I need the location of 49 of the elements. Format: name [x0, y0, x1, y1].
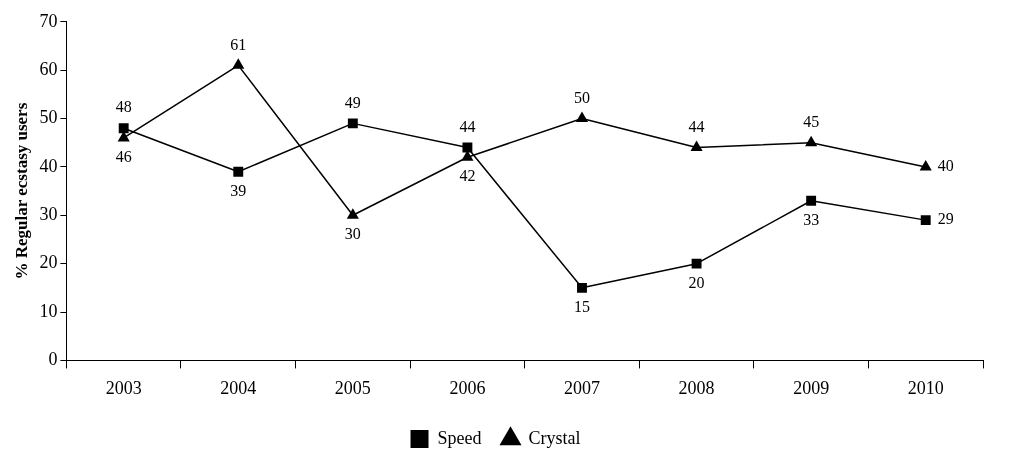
point [462, 142, 473, 153]
y-tick-label: 30 [39, 204, 58, 225]
x-tick-label: 2009 [793, 377, 830, 398]
data-label: 30 [344, 225, 361, 243]
x-tick-label: 2005 [334, 377, 371, 398]
data-label: 15 [573, 298, 590, 316]
y-tick-label: 50 [39, 107, 58, 128]
y-tick-label: 10 [39, 300, 58, 321]
x-tick-label: 2004 [220, 377, 257, 398]
y-tick-label: 70 [39, 10, 58, 31]
point [805, 135, 818, 147]
point [118, 123, 129, 134]
point [919, 159, 932, 171]
data-label: 50 [573, 88, 590, 106]
x-tick-label: 2007 [563, 377, 600, 398]
y-axis-title: % Regular ecstasy users [11, 102, 31, 280]
y-tick-label: 20 [39, 252, 58, 273]
data-label: 42 [459, 167, 476, 185]
data-label: 45 [803, 112, 820, 130]
point [577, 282, 587, 293]
data-label: 46 [115, 148, 132, 166]
point [346, 208, 359, 219]
point [347, 118, 358, 129]
x-tick-label: 2008 [678, 377, 715, 398]
legend-label: Crystal [528, 427, 581, 448]
data-label: 39 [230, 181, 247, 199]
data-label: 49 [344, 93, 361, 111]
data-label: 40 [937, 157, 954, 175]
data-label: 44 [459, 117, 476, 135]
point [691, 258, 702, 269]
y-tick-label: 0 [48, 349, 58, 370]
data-label: 61 [230, 35, 247, 53]
legend-label: Speed [437, 427, 482, 448]
point [690, 140, 703, 152]
x-tick-label: 2010 [907, 377, 944, 398]
data-label: 29 [937, 210, 954, 228]
x-tick-label: 2006 [449, 377, 486, 398]
point [806, 195, 817, 206]
data-label: 33 [803, 210, 820, 228]
data-label: 20 [688, 273, 705, 291]
x-tick-label: 2003 [105, 377, 142, 398]
data-label: 48 [115, 98, 132, 116]
point [233, 166, 244, 177]
data-label: 44 [688, 117, 705, 135]
point [575, 111, 589, 123]
y-tick-label: 60 [39, 58, 58, 79]
point [232, 58, 245, 69]
point [920, 215, 931, 226]
y-tick-label: 40 [39, 155, 58, 176]
